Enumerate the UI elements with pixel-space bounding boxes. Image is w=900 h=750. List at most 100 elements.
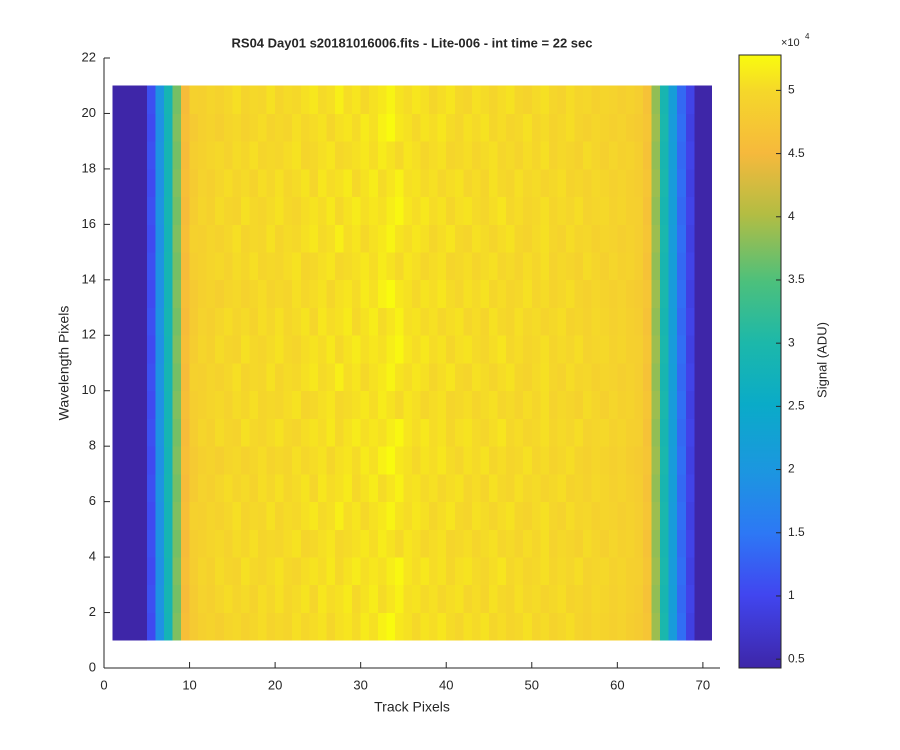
heatmap-cell — [146, 335, 156, 364]
heatmap-cell — [292, 307, 302, 336]
heatmap-cell — [335, 363, 344, 392]
heatmap-cell — [463, 529, 473, 558]
heatmap-cell — [446, 529, 456, 558]
heatmap-cell — [617, 612, 627, 641]
heatmap-cell — [506, 529, 516, 558]
heatmap-cell — [566, 252, 575, 281]
heatmap-cell — [394, 390, 404, 419]
heatmap-cell — [377, 418, 387, 447]
heatmap-cell — [531, 279, 541, 308]
heatmap-cell — [668, 557, 678, 586]
heatmap-cell — [206, 363, 216, 392]
heatmap-cell — [377, 446, 387, 475]
heatmap-cell — [121, 224, 131, 253]
heatmap-cell — [377, 584, 387, 613]
heatmap-cell — [702, 307, 712, 336]
heatmap-cell — [266, 557, 276, 586]
heatmap-cell — [283, 390, 293, 419]
heatmap-cell — [317, 252, 327, 281]
heatmap-cell — [608, 501, 618, 530]
heatmap-cell — [292, 612, 302, 641]
heatmap-cell — [309, 196, 319, 225]
heatmap-cell — [514, 252, 524, 281]
heatmap-cell — [583, 113, 593, 142]
heatmap-cell — [249, 363, 259, 392]
heatmap-cell — [386, 307, 396, 336]
heatmap-cell — [617, 584, 627, 613]
heatmap-cell — [471, 168, 481, 198]
heatmap-cell — [454, 473, 464, 503]
heatmap-cell — [326, 584, 336, 613]
heatmap-cell — [412, 418, 421, 447]
heatmap-cell — [429, 224, 439, 253]
heatmap-cell — [121, 584, 131, 613]
heatmap-cell — [625, 141, 635, 170]
heatmap-cell — [223, 612, 233, 641]
heatmap-cell — [326, 390, 336, 419]
heatmap-cell — [360, 196, 370, 225]
heatmap-cell — [497, 335, 507, 364]
heatmap-cell — [617, 307, 627, 336]
heatmap-cell — [386, 363, 396, 392]
heatmap-cell — [702, 473, 712, 503]
heatmap-cell — [309, 473, 319, 503]
heatmap-cell — [540, 584, 550, 613]
heatmap-cell — [437, 446, 447, 475]
heatmap-cell — [694, 335, 704, 364]
heatmap-cell — [189, 335, 199, 364]
heatmap-cell — [557, 307, 567, 336]
heatmap-cell — [386, 141, 396, 170]
heatmap-cell — [266, 612, 276, 641]
heatmap-cell — [489, 85, 498, 114]
heatmap-cell — [668, 141, 678, 170]
heatmap-cell — [514, 584, 524, 613]
heatmap-cell — [223, 390, 233, 419]
heatmap-cell — [138, 307, 148, 336]
heatmap-cell — [702, 113, 712, 142]
heatmap-cell — [249, 307, 259, 336]
heatmap-cell — [394, 224, 404, 253]
heatmap-cell — [694, 224, 704, 253]
heatmap-cell — [540, 85, 550, 114]
y-tick-label: 18 — [82, 160, 96, 175]
heatmap-cell — [617, 446, 627, 475]
heatmap-cell — [121, 252, 131, 281]
heatmap-cell — [523, 307, 533, 336]
heatmap-cell — [668, 501, 678, 530]
heatmap-cell — [258, 557, 267, 586]
heatmap-cell — [677, 141, 687, 170]
heatmap-cell — [223, 529, 233, 558]
heatmap-cell — [155, 85, 165, 114]
heatmap-cell — [480, 612, 490, 641]
heatmap-cell — [685, 612, 695, 641]
heatmap-cell — [360, 473, 370, 503]
heatmap-cell — [506, 224, 516, 253]
heatmap-cell — [660, 418, 670, 447]
heatmap-cell — [360, 85, 370, 114]
heatmap-cell — [702, 446, 712, 475]
heatmap-cell — [275, 390, 285, 419]
colorbar-tick-label: 2.5 — [788, 399, 805, 413]
heatmap-cell — [215, 363, 225, 392]
heatmap-cell — [437, 85, 447, 114]
heatmap-cell — [326, 168, 336, 198]
heatmap-cell — [146, 446, 156, 475]
heatmap-cell — [198, 141, 208, 170]
heatmap-cell — [531, 113, 541, 142]
heatmap-cell — [266, 252, 276, 281]
heatmap-cell — [240, 141, 250, 170]
heatmap-cell — [617, 141, 627, 170]
heatmap-cell — [309, 418, 319, 447]
chart-title: RS04 Day01 s20181016006.fits - Lite-006 … — [232, 35, 593, 50]
heatmap-cell — [189, 252, 199, 281]
heatmap-cell — [249, 446, 259, 475]
heatmap-cell — [206, 279, 216, 308]
heatmap-cell — [386, 529, 396, 558]
heatmap-cell — [189, 612, 199, 641]
heatmap-cell — [258, 307, 267, 336]
heatmap-cell — [643, 168, 652, 198]
heatmap-cell — [523, 113, 533, 142]
heatmap-cell — [685, 168, 695, 198]
heatmap-cell — [240, 307, 250, 336]
heatmap-cell — [651, 196, 661, 225]
